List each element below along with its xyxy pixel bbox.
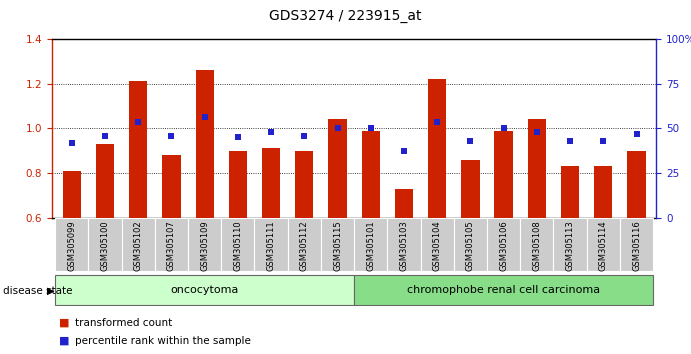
- Bar: [395, 189, 413, 218]
- Bar: [196, 70, 214, 218]
- Bar: [129, 81, 147, 218]
- FancyBboxPatch shape: [55, 275, 354, 305]
- Text: ■: ■: [59, 336, 69, 346]
- Bar: [528, 119, 546, 218]
- Text: GDS3274 / 223915_at: GDS3274 / 223915_at: [269, 9, 422, 23]
- FancyBboxPatch shape: [221, 218, 254, 271]
- Bar: [428, 79, 446, 218]
- Text: GSM305099: GSM305099: [67, 220, 76, 270]
- Text: GSM305106: GSM305106: [499, 220, 508, 271]
- Text: GSM305116: GSM305116: [632, 220, 641, 271]
- FancyBboxPatch shape: [354, 218, 388, 271]
- Bar: [262, 148, 281, 218]
- FancyBboxPatch shape: [321, 218, 354, 271]
- Text: GSM305108: GSM305108: [532, 220, 541, 271]
- FancyBboxPatch shape: [388, 218, 421, 271]
- FancyBboxPatch shape: [254, 218, 287, 271]
- FancyBboxPatch shape: [487, 218, 520, 271]
- FancyBboxPatch shape: [55, 218, 88, 271]
- FancyBboxPatch shape: [88, 218, 122, 271]
- Bar: [162, 155, 180, 218]
- Text: GSM305114: GSM305114: [599, 220, 608, 270]
- Text: GSM305110: GSM305110: [234, 220, 243, 270]
- FancyBboxPatch shape: [587, 218, 620, 271]
- Text: chromophobe renal cell carcinoma: chromophobe renal cell carcinoma: [407, 285, 600, 295]
- Text: GSM305113: GSM305113: [565, 220, 575, 271]
- Text: GSM305111: GSM305111: [267, 220, 276, 270]
- Text: GSM305100: GSM305100: [100, 220, 109, 270]
- Bar: [229, 151, 247, 218]
- Text: oncocytoma: oncocytoma: [171, 285, 239, 295]
- Bar: [96, 144, 114, 218]
- Bar: [627, 151, 645, 218]
- Text: percentile rank within the sample: percentile rank within the sample: [75, 336, 251, 346]
- FancyBboxPatch shape: [188, 218, 221, 271]
- Text: GSM305112: GSM305112: [300, 220, 309, 270]
- Text: GSM305102: GSM305102: [133, 220, 143, 270]
- Text: ■: ■: [59, 318, 69, 328]
- Text: GSM305104: GSM305104: [433, 220, 442, 270]
- Text: GSM305109: GSM305109: [200, 220, 209, 270]
- Bar: [63, 171, 81, 218]
- Text: GSM305105: GSM305105: [466, 220, 475, 270]
- Bar: [495, 131, 513, 218]
- Text: transformed count: transformed count: [75, 318, 172, 328]
- Text: GSM305101: GSM305101: [366, 220, 375, 270]
- FancyBboxPatch shape: [287, 218, 321, 271]
- Bar: [361, 131, 380, 218]
- Text: ▶: ▶: [47, 286, 55, 296]
- Text: GSM305103: GSM305103: [399, 220, 408, 271]
- Bar: [328, 119, 347, 218]
- Bar: [594, 166, 612, 218]
- Bar: [295, 151, 314, 218]
- FancyBboxPatch shape: [454, 218, 487, 271]
- FancyBboxPatch shape: [421, 218, 454, 271]
- FancyBboxPatch shape: [620, 218, 653, 271]
- FancyBboxPatch shape: [354, 275, 653, 305]
- FancyBboxPatch shape: [520, 218, 553, 271]
- Bar: [561, 166, 579, 218]
- FancyBboxPatch shape: [553, 218, 587, 271]
- Text: disease state: disease state: [3, 286, 73, 296]
- Bar: [462, 160, 480, 218]
- Text: GSM305107: GSM305107: [167, 220, 176, 271]
- FancyBboxPatch shape: [155, 218, 188, 271]
- FancyBboxPatch shape: [122, 218, 155, 271]
- Text: GSM305115: GSM305115: [333, 220, 342, 270]
